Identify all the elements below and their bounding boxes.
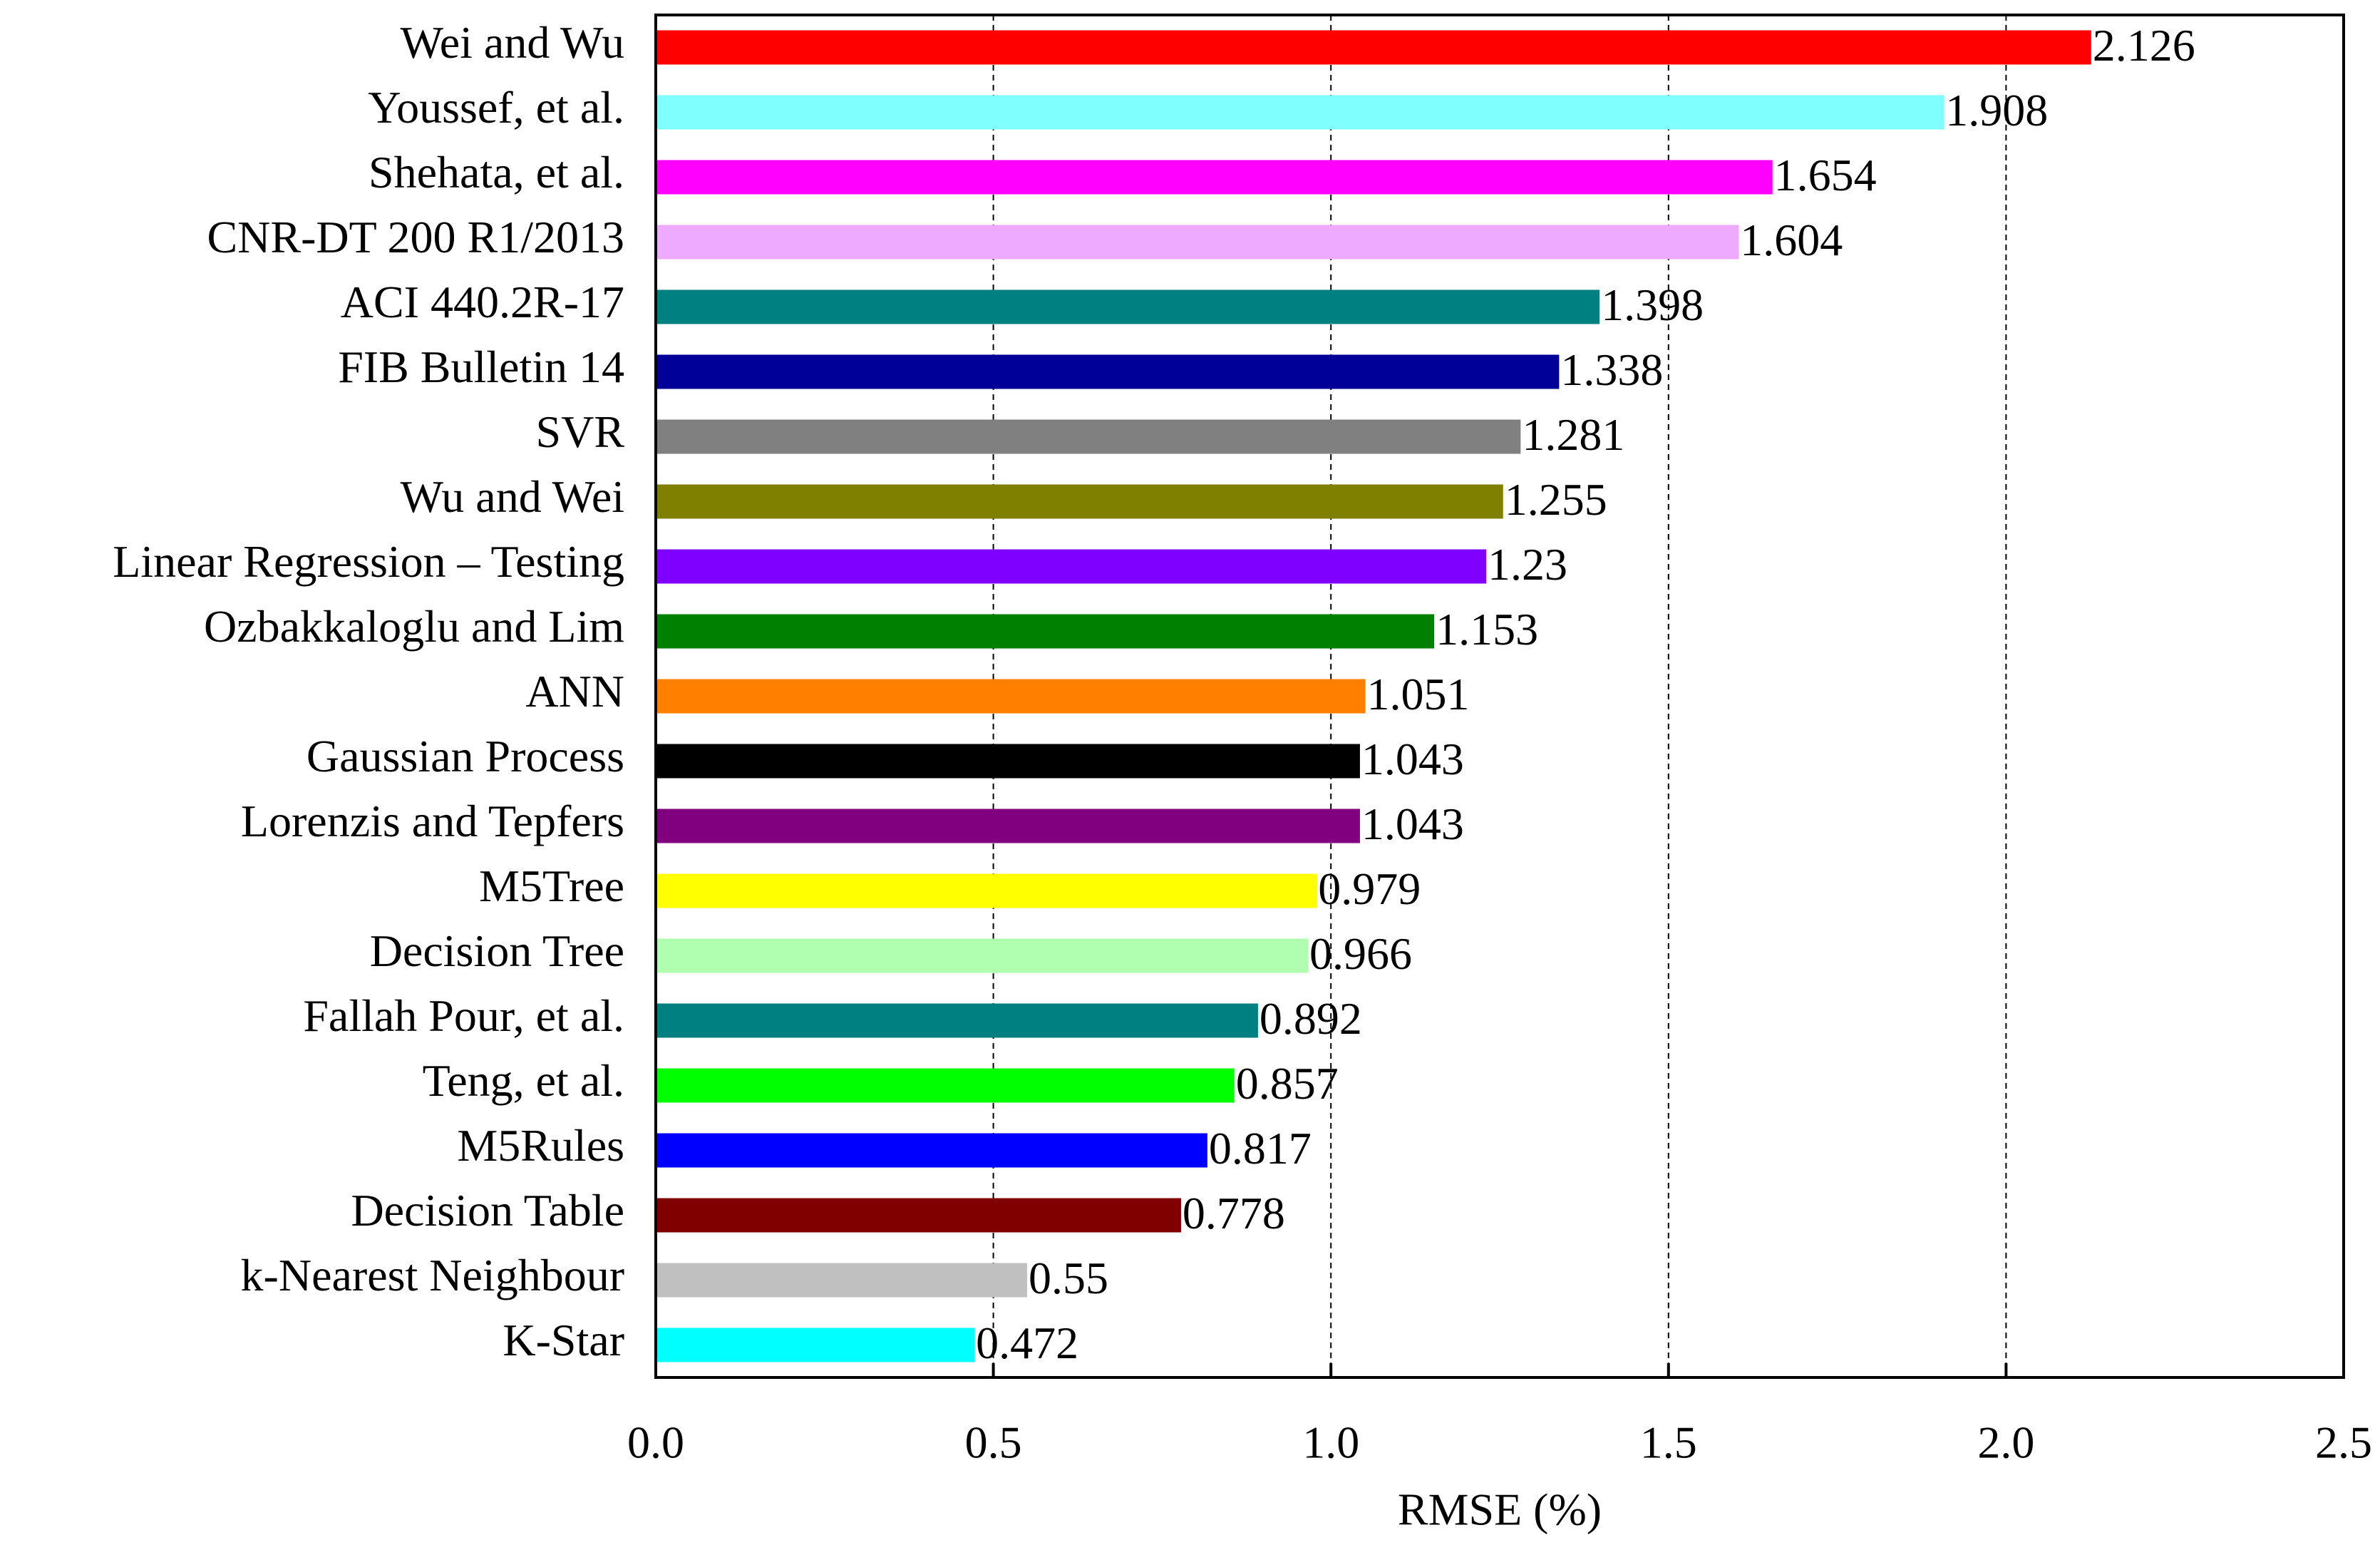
- y-tick-label: Linear Regression – Testing: [113, 536, 624, 587]
- x-axis-label: RMSE (%): [1398, 1484, 1602, 1535]
- y-tick-label: ACI 440.2R-17: [341, 277, 624, 327]
- bar: [656, 679, 1366, 714]
- data-label: 0.472: [976, 1318, 1078, 1368]
- data-label: 1.654: [1774, 150, 1877, 200]
- bar: [656, 95, 1944, 130]
- data-label: 0.55: [1029, 1253, 1108, 1303]
- y-tick-label: Decision Table: [351, 1185, 624, 1236]
- plot-frame: [654, 14, 2345, 1379]
- bar: [656, 484, 1503, 519]
- x-tick-label: 0.5: [965, 1417, 1022, 1468]
- x-tick-label: 0.0: [627, 1417, 684, 1468]
- bar: [656, 614, 1435, 649]
- y-tick-label: Youssef, et al.: [368, 82, 624, 133]
- y-tick-label: M5Tree: [479, 861, 624, 911]
- bar: [656, 354, 1560, 389]
- y-tick-label: Lorenzis and Tepfers: [241, 796, 624, 846]
- data-label: 1.398: [1601, 279, 1704, 330]
- bar: [656, 938, 1308, 973]
- y-tick-label: Wu and Wei: [400, 471, 624, 522]
- data-label: 1.338: [1560, 344, 1663, 395]
- data-label: 1.604: [1740, 215, 1843, 265]
- data-label: 2.126: [2093, 20, 2195, 71]
- data-label: 1.255: [1505, 474, 1607, 525]
- y-tick-label: Fallah Pour, et al.: [303, 990, 624, 1041]
- bar: [656, 1328, 975, 1362]
- bar: [656, 30, 2091, 65]
- y-tick-label: SVR: [536, 406, 625, 457]
- data-label: 1.043: [1361, 734, 1464, 784]
- bar: [656, 809, 1360, 843]
- y-tick-label: Gaussian Process: [306, 731, 624, 781]
- data-label: 0.857: [1236, 1058, 1339, 1109]
- x-tick-label: 1.5: [1640, 1417, 1697, 1468]
- y-tick-label: K-Star: [503, 1315, 624, 1365]
- y-tick-label: k-Nearest Neighbour: [241, 1250, 624, 1300]
- bar: [656, 1068, 1235, 1103]
- y-tick-label: M5Rules: [457, 1120, 624, 1171]
- bar: [656, 1263, 1027, 1298]
- data-label: 0.966: [1309, 928, 1412, 979]
- data-label: 0.979: [1318, 863, 1421, 914]
- y-tick-label: ANN: [525, 666, 624, 717]
- bar: [656, 419, 1521, 454]
- data-label: 1.051: [1367, 669, 1470, 719]
- y-tick-label: Ozbakkaloglu and Lim: [204, 601, 624, 652]
- bar: [656, 744, 1360, 779]
- bar: [656, 1133, 1207, 1168]
- bar: [656, 1003, 1258, 1038]
- x-tick-label: 2.5: [2315, 1417, 2372, 1468]
- y-tick-label: FIB Bulletin 14: [338, 342, 624, 392]
- data-label: 1.043: [1361, 799, 1464, 849]
- bar: [656, 289, 1600, 324]
- data-label: 0.778: [1183, 1188, 1285, 1238]
- y-tick-label: Wei and Wu: [400, 17, 624, 68]
- x-tick-label: 2.0: [1977, 1417, 2034, 1468]
- data-label: 1.908: [1945, 85, 2048, 135]
- y-tick-label: CNR-DT 200 R1/2013: [207, 212, 624, 262]
- data-label: 0.892: [1259, 993, 1362, 1044]
- bar: [656, 160, 1773, 195]
- bar: [656, 225, 1739, 260]
- data-label: 1.23: [1488, 539, 1567, 590]
- y-tick-label: Decision Tree: [370, 925, 624, 976]
- bar: [656, 1198, 1181, 1233]
- y-tick-label: Teng, et al.: [423, 1055, 624, 1106]
- x-tick-label: 1.0: [1302, 1417, 1359, 1468]
- bar: [656, 873, 1317, 908]
- data-label: 0.817: [1209, 1123, 1312, 1174]
- data-label: 1.153: [1436, 604, 1538, 655]
- y-tick-label: Shehata, et al.: [369, 147, 624, 197]
- bar: [656, 549, 1487, 584]
- data-label: 1.281: [1522, 409, 1624, 460]
